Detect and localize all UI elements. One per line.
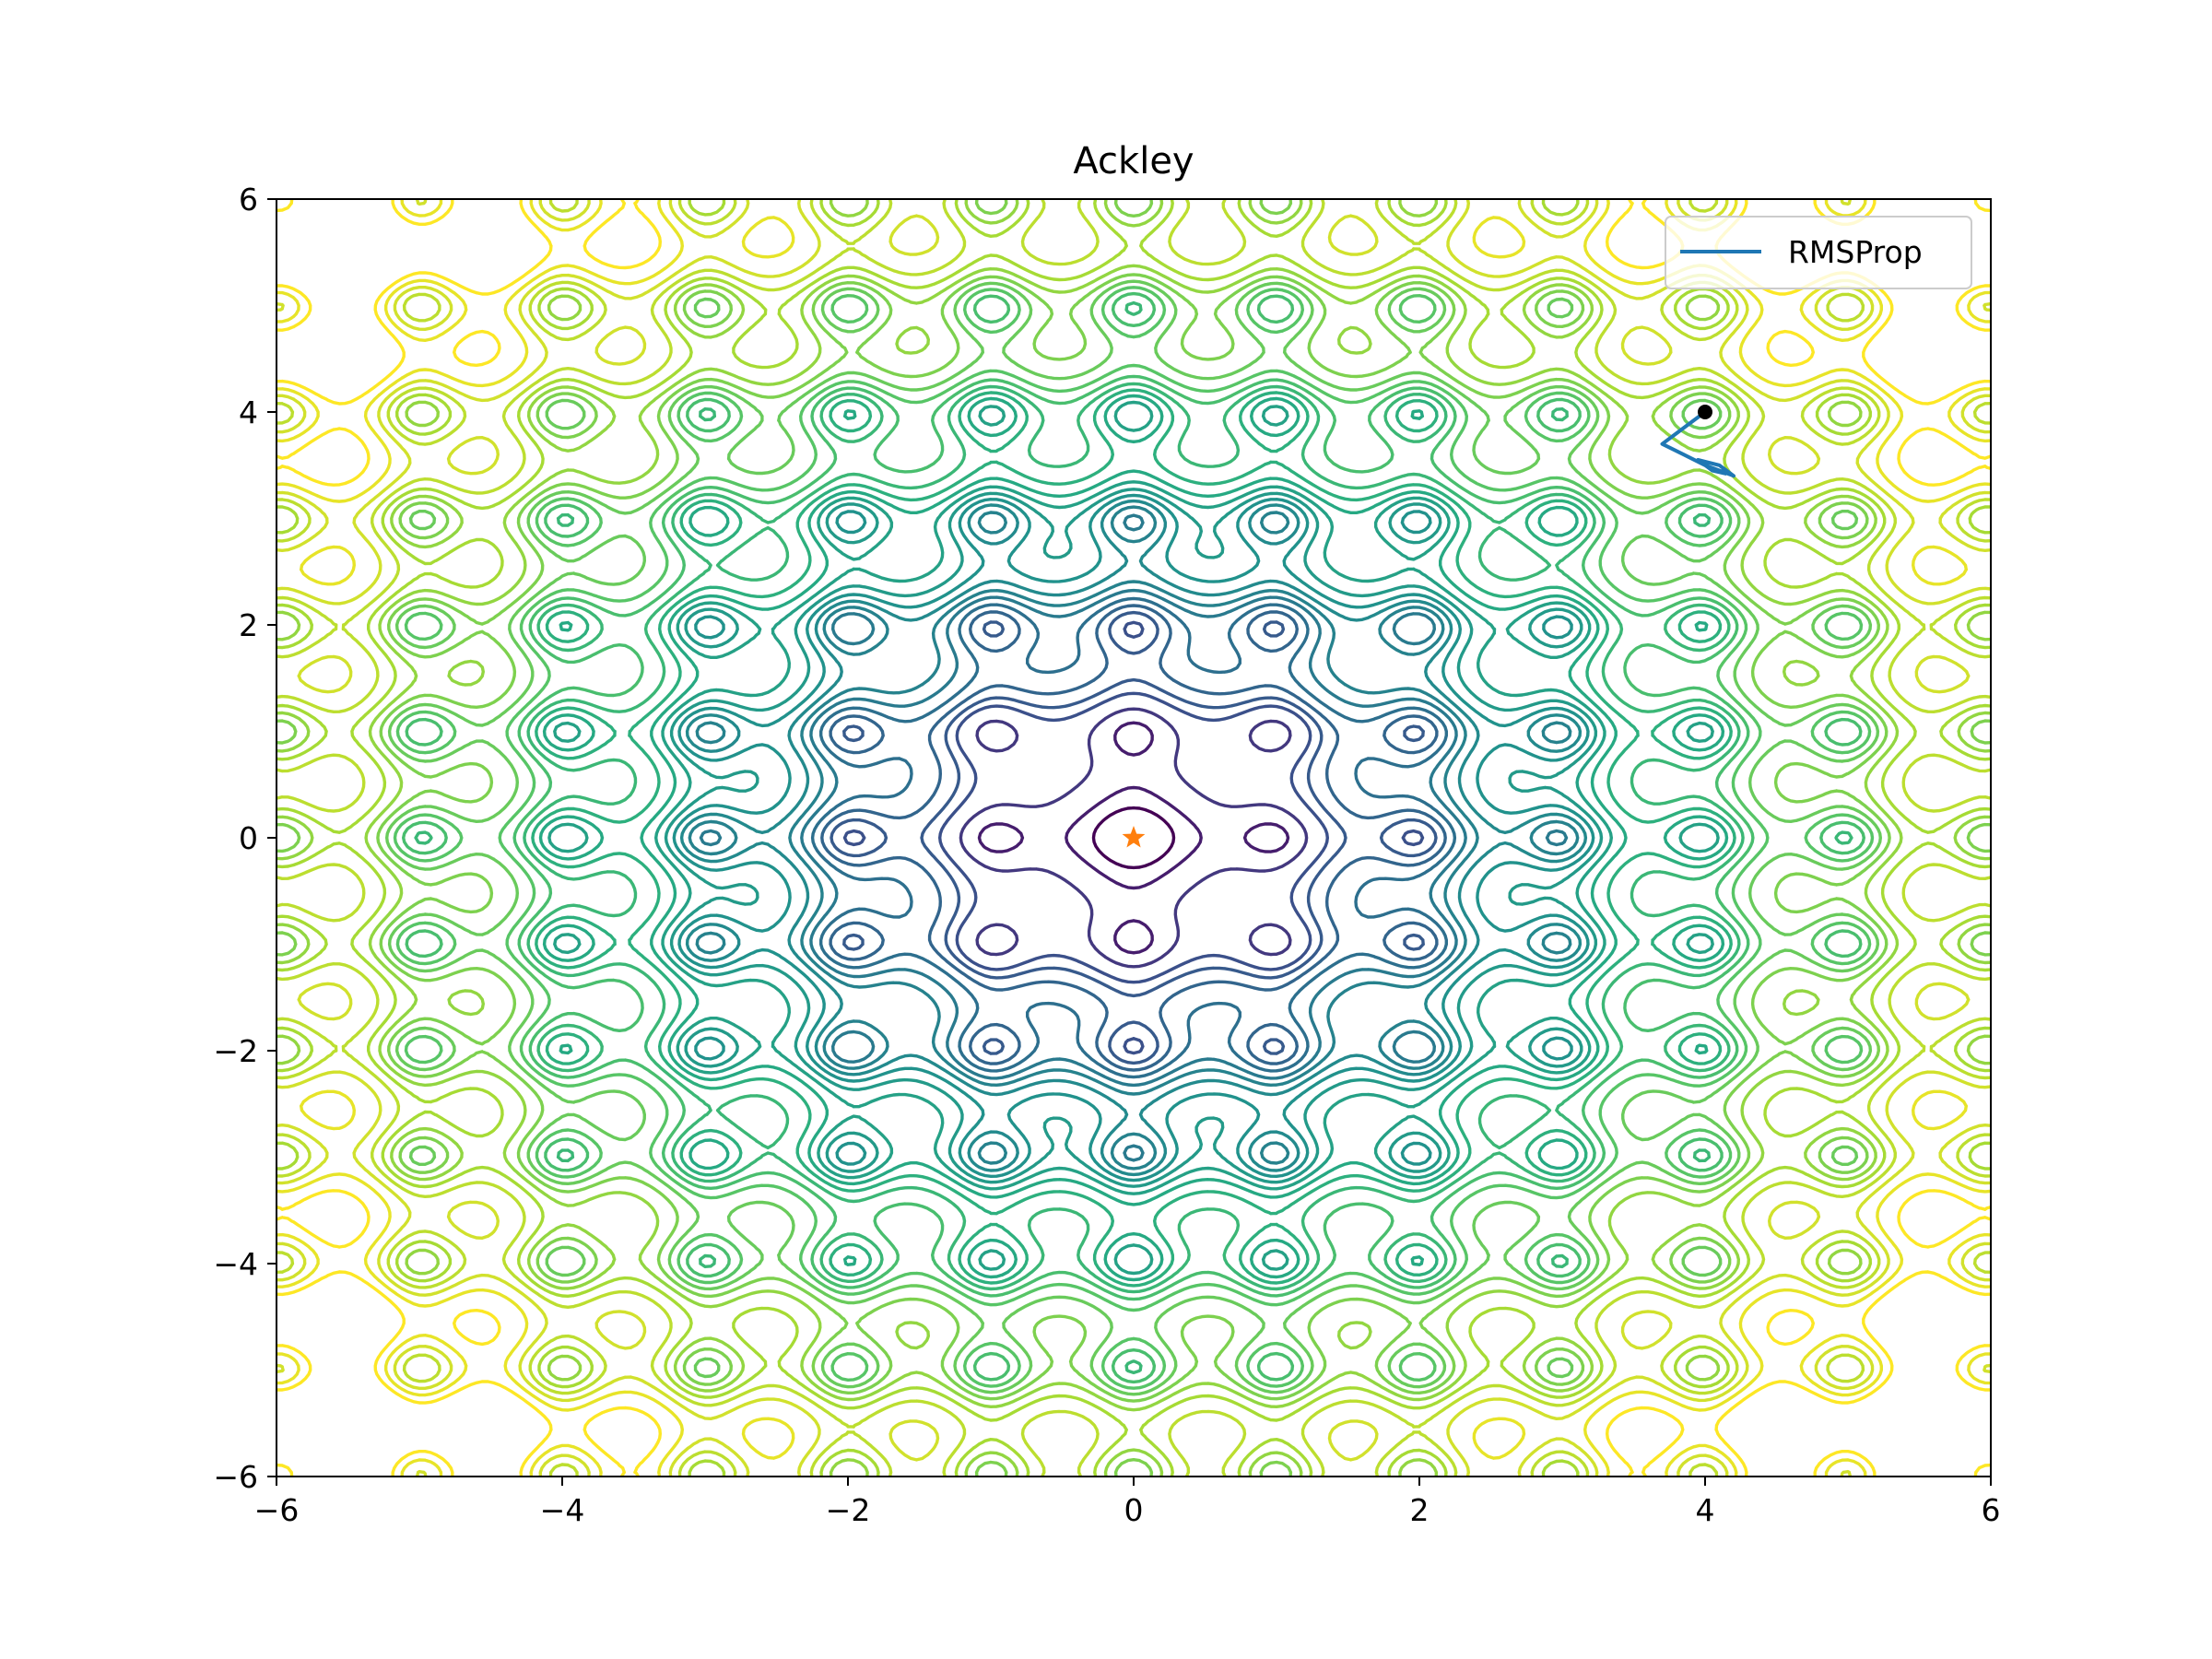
rmsprop-path-line [1660,410,1735,478]
y-tick-label: 4 [239,394,258,430]
contour-level [276,199,1991,1477]
contour-level [699,513,1569,1162]
x-tick-label: −4 [540,1492,585,1528]
contour-level [385,279,1882,1396]
contour-level [842,620,1425,1055]
optimizer-paths [1660,410,1735,478]
contour-level [276,199,1991,1477]
y-tick-label: −4 [213,1246,258,1282]
y-tick-label: 2 [239,607,258,643]
contour-level [276,199,1991,1477]
global-minimum-star-marker [1122,826,1146,848]
x-tick-label: 0 [1124,1492,1144,1528]
contour-level [531,388,1736,1288]
contour-lines [276,199,1991,1477]
contour-level [830,610,1438,1065]
chart-title: Ackley [1073,140,1194,182]
contour-level [538,394,1729,1282]
contour-level [547,400,1720,1276]
x-tick-label: 6 [1982,1492,2001,1528]
y-tick-label: 6 [239,182,258,218]
x-tick-label: −6 [254,1492,300,1528]
x-axis: −6 −4 −2 0 2 4 6 [254,1477,2001,1528]
contour-level [977,721,1290,955]
contour-level [664,488,1604,1188]
markers [1122,405,1712,848]
contour-level [810,596,1457,1079]
y-tick-label: −2 [213,1033,258,1069]
contour-level [393,286,1875,1390]
contour-level [414,300,1853,1375]
contour-level [679,499,1588,1177]
y-tick-label: 0 [239,820,258,856]
y-axis: −6 −4 −2 0 2 4 6 [213,182,276,1495]
x-tick-label: 2 [1410,1492,1430,1528]
legend-label: RMSProp [1788,234,1923,270]
x-tick-label: −2 [826,1492,871,1528]
y-tick-label: −6 [213,1459,258,1495]
legend-box [1665,216,1972,289]
contour-level [276,199,1991,1477]
contour-level [1091,806,1176,870]
contour-level [959,707,1309,969]
contour-level [672,493,1595,1182]
contour-level [402,291,1865,1384]
legend: RMSProp [1665,216,1972,289]
x-tick-label: 4 [1696,1492,1715,1528]
contour-level [276,199,1991,1477]
contour-level [688,505,1580,1171]
contour-level [276,199,1991,1477]
contour-level [820,604,1447,1072]
start-point-marker [1698,405,1712,419]
contour-level [276,199,1991,1477]
